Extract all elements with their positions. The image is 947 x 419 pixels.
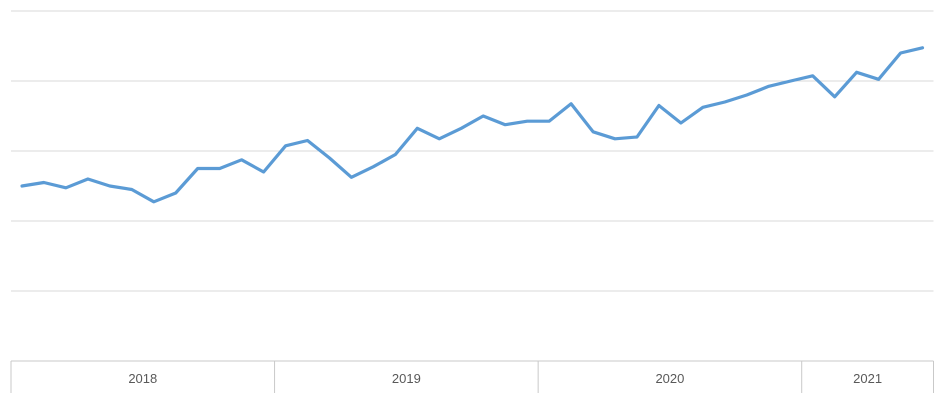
x-axis: [10, 360, 934, 393]
x-axis-year-label-2021: 2021: [853, 371, 882, 386]
x-axis-year-label-2018: 2018: [128, 371, 157, 386]
data-series-group: [20, 46, 925, 204]
data-series-line: [20, 46, 925, 204]
x-axis-year-label-2019: 2019: [392, 371, 421, 386]
x-axis-labels: 2018 2019 2020 2021: [128, 371, 882, 386]
gridlines: [11, 10, 934, 292]
x-axis-year-label-2020: 2020: [655, 371, 684, 386]
